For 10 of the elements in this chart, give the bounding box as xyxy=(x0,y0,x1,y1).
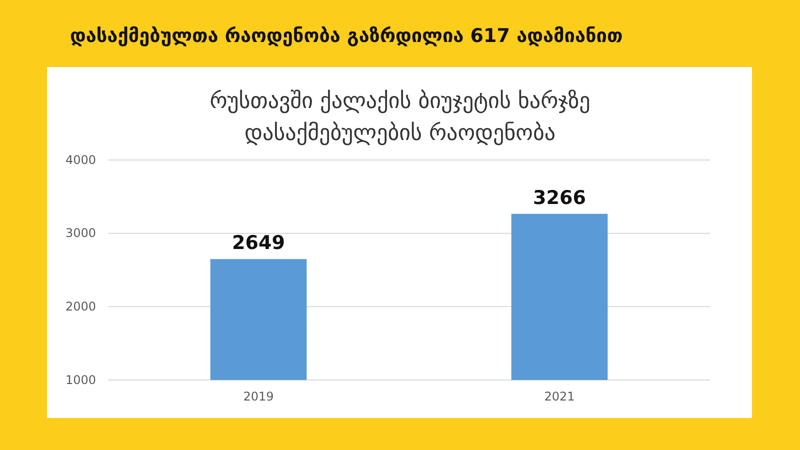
chart-subtitle: რუსთავში ქალაქის ბიუჯეტის ხარჯზე დასაქმებულების რაოდენობა xyxy=(210,89,590,146)
y-tick-label: 1000 xyxy=(65,372,96,387)
y-tick-label: 2000 xyxy=(65,300,96,314)
y-tick-label: 3000 xyxy=(65,226,96,240)
x-tick-label: 2019 xyxy=(243,390,274,404)
x-tick-label: 2021 xyxy=(544,390,575,404)
data-label: 3266 xyxy=(533,186,586,209)
data-label: 2649 xyxy=(232,232,285,254)
chart-title: დასაქმებულთა რაოდენობა გაზრდილია 617 ადამიანით xyxy=(70,25,623,47)
y-tick-label: 4000 xyxy=(65,152,96,167)
